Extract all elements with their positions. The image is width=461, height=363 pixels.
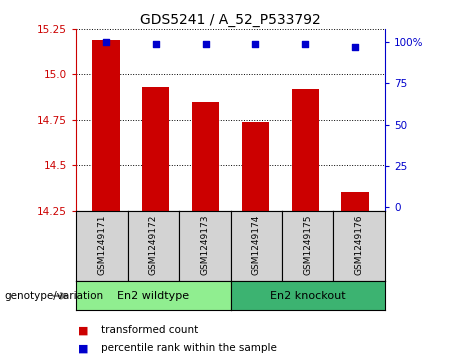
Text: En2 wildtype: En2 wildtype [117, 291, 189, 301]
Bar [142, 87, 170, 211]
Point [252, 41, 259, 47]
Point [301, 41, 309, 47]
Point [351, 44, 359, 50]
Text: GSM1249171: GSM1249171 [97, 214, 106, 275]
Text: En2 knockout: En2 knockout [270, 291, 346, 301]
Text: GSM1249173: GSM1249173 [200, 214, 209, 275]
Text: genotype/variation: genotype/variation [5, 291, 104, 301]
Point [152, 41, 160, 47]
Text: ■: ■ [78, 325, 89, 335]
Bar [242, 122, 269, 211]
Bar [291, 89, 319, 211]
Point [202, 41, 209, 47]
Text: GSM1249172: GSM1249172 [149, 214, 158, 275]
Text: GSM1249176: GSM1249176 [355, 214, 364, 275]
Bar [92, 40, 120, 211]
Bar [192, 102, 219, 211]
Bar [341, 192, 369, 211]
Text: ■: ■ [78, 343, 89, 354]
Point [102, 39, 110, 45]
Text: percentile rank within the sample: percentile rank within the sample [101, 343, 278, 354]
Text: GSM1249175: GSM1249175 [303, 214, 312, 275]
Text: GSM1249174: GSM1249174 [252, 214, 261, 275]
Title: GDS5241 / A_52_P533792: GDS5241 / A_52_P533792 [140, 13, 321, 26]
Text: transformed count: transformed count [101, 325, 199, 335]
